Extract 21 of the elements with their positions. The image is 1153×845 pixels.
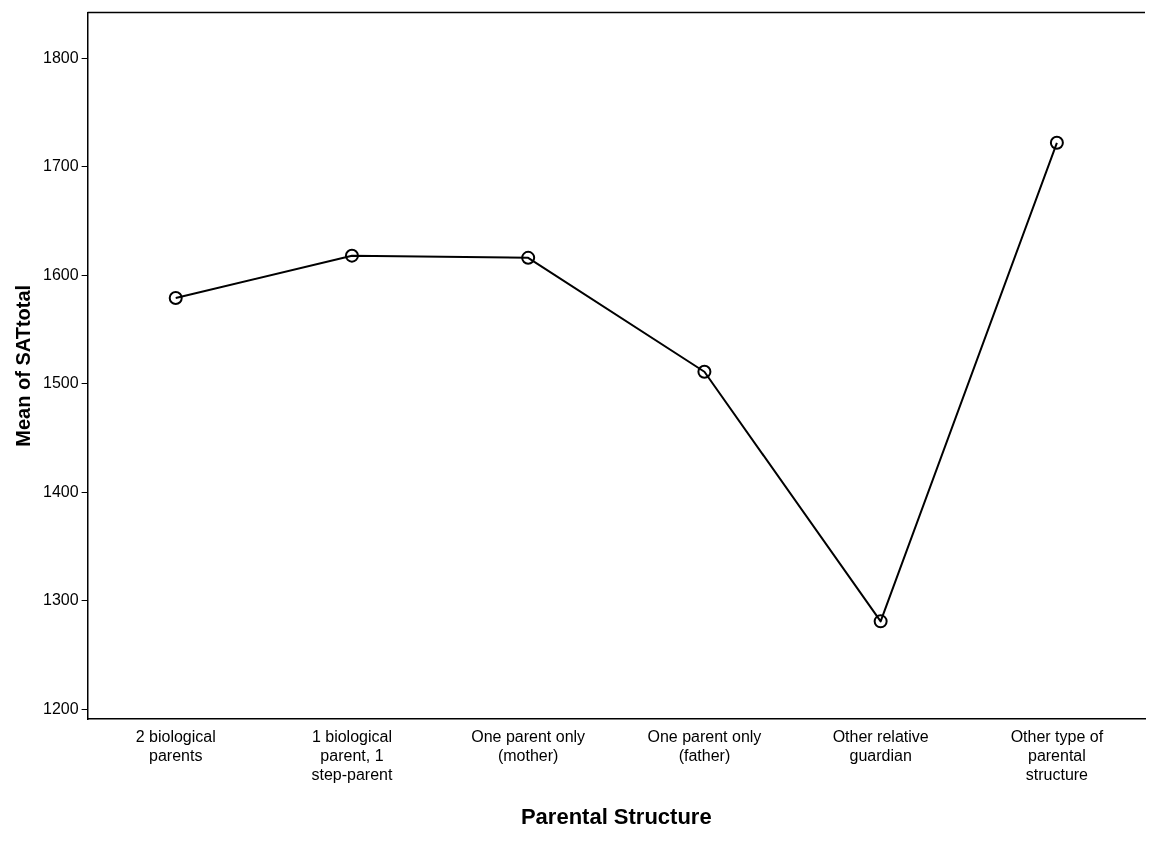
point <box>521 250 536 265</box>
y-tick-label: 1700 <box>43 157 79 175</box>
y-tick-label: 1500 <box>43 374 79 392</box>
y-tick-label: 1400 <box>43 482 79 500</box>
x-axis-title: Parental Structure <box>520 803 712 829</box>
point <box>344 248 359 263</box>
point <box>168 290 183 305</box>
x-tick-label: 1 biological parent, 1 step-parent <box>311 728 393 784</box>
x-tick-label: One parent only (mother) <box>471 728 586 765</box>
point <box>697 364 712 379</box>
y-tick-label: 1200 <box>43 699 79 717</box>
x-tick-label: One parent only (father) <box>647 728 762 765</box>
x-tick-label: 2 biological parents <box>135 728 216 765</box>
y-tick-label: 1800 <box>43 48 79 66</box>
y-tick-label: 1600 <box>43 265 79 283</box>
y-axis-title: Mean of SATtotal <box>11 284 34 447</box>
x-tick-label: Other relative guardian <box>832 728 929 765</box>
x-tick-label: Other type of parental structure <box>1010 728 1104 784</box>
point <box>873 614 888 629</box>
point <box>1049 135 1064 150</box>
y-tick-label: 1300 <box>43 591 79 609</box>
